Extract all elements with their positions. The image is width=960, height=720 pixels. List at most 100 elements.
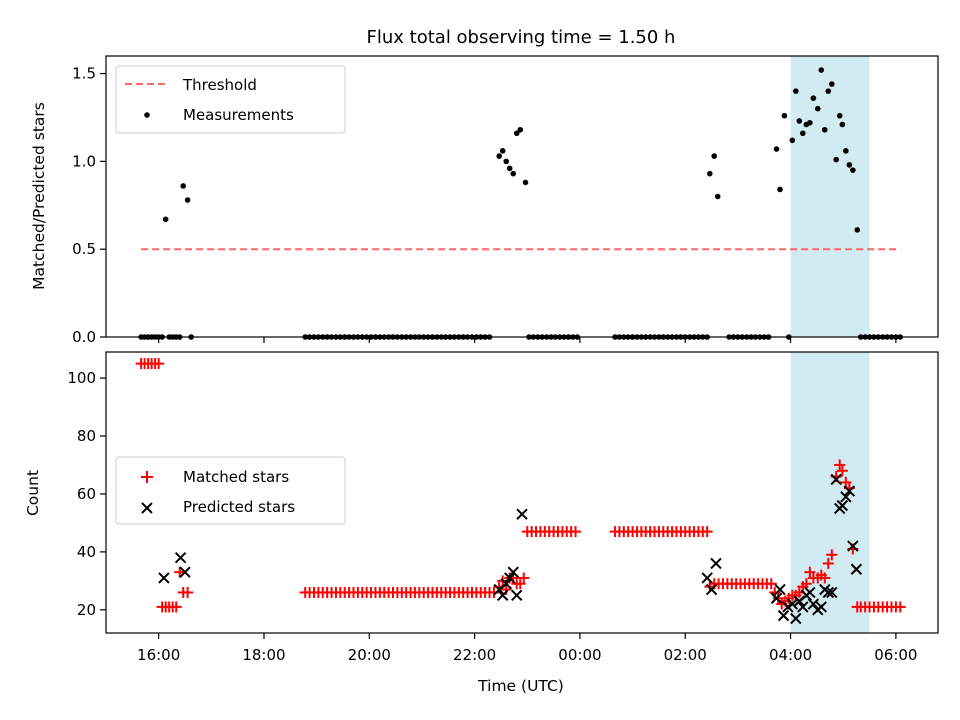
matched-star-point	[800, 578, 812, 590]
top-y-axis-label: Matched/Predicted stars	[30, 102, 48, 290]
matched-star-point	[765, 578, 777, 590]
matched-star-point	[804, 566, 816, 578]
top-highlight-band	[790, 56, 870, 337]
predicted-star-point	[705, 583, 718, 596]
matched-star-point	[772, 592, 784, 604]
measurement-point	[825, 88, 832, 94]
predicted-star-point	[850, 563, 863, 575]
x-tick-label: 22:00	[453, 646, 496, 664]
measurement-point	[162, 216, 169, 223]
predicted-star-point	[836, 499, 849, 512]
measurement-point	[810, 95, 817, 101]
measurement-point	[184, 197, 191, 203]
bottom-y-tick-label: 40	[77, 543, 96, 561]
measurement-point	[850, 167, 856, 173]
predicted-star-point	[710, 557, 722, 570]
chart-title: Flux total observing time = 1.50 h	[367, 27, 676, 48]
bottom-y-tick-label: 100	[67, 369, 96, 387]
predicted-star-point	[496, 589, 509, 602]
top-y-tick-label: 1.5	[72, 65, 96, 83]
measurement-point	[793, 88, 799, 94]
predicted-star-point	[516, 508, 528, 520]
measurement-point	[781, 112, 788, 119]
predicted-star-point	[511, 589, 523, 602]
matched-star-point	[826, 549, 838, 561]
predicted-star-point	[790, 612, 802, 625]
predicted-star-point	[774, 583, 786, 596]
bottom-panel: 20 40 60 80 100 16:00 18:00 20:00 22:00 00:00 02:…	[24, 351, 939, 695]
bottom-legend: Matched stars Predicted stars	[115, 456, 346, 525]
measurement-point	[714, 193, 721, 200]
predicted-star-point	[822, 586, 835, 599]
measurement-point	[818, 67, 825, 73]
measurement-point	[807, 119, 813, 126]
measurement-point	[833, 156, 839, 163]
x-tick-label: 02:00	[664, 646, 707, 664]
matched-star-point	[840, 476, 852, 488]
measurement-point	[522, 179, 529, 186]
predicted-star-point	[797, 601, 809, 613]
matched-star-point	[182, 586, 194, 598]
predicted-star-point	[830, 473, 842, 486]
matched-star-point	[153, 358, 165, 370]
top-plot-marks	[138, 67, 904, 340]
predicted-star-point	[174, 551, 187, 564]
measurement-point	[506, 165, 513, 172]
top-axes-frame	[105, 55, 939, 338]
x-tick-label: 06:00	[874, 646, 917, 664]
measurement-point	[839, 121, 846, 128]
predicted-star-point	[840, 491, 852, 503]
measurement-point	[496, 153, 502, 159]
top-y-ticks: 0.0 0.5 1.0 1.5	[72, 65, 106, 346]
bottom-axes-frame	[105, 351, 939, 634]
measurement-point	[854, 227, 861, 233]
predicted-star-point	[777, 609, 790, 622]
measurement-point	[711, 153, 718, 159]
measurement-point	[503, 158, 510, 165]
measurement-point	[513, 130, 520, 137]
predicted-star-point	[826, 586, 838, 599]
bottom-x-ticks: 16:00 18:00 20:00 22:00 00:00 02:00 04:00 06:00	[137, 633, 917, 664]
top-legend-box	[115, 65, 346, 134]
x-tick-label: 00:00	[558, 646, 601, 664]
predicted-star-point	[815, 601, 827, 613]
measurement-point	[814, 105, 821, 112]
x-tick-label: 16:00	[137, 646, 180, 664]
measurement-point	[800, 130, 806, 137]
predicted-star-point	[847, 540, 859, 552]
predicted-star-point	[701, 572, 713, 584]
matched-star-point	[518, 572, 530, 584]
x-axis-label: Time (UTC)	[477, 677, 564, 695]
bottom-plot-marks	[135, 358, 906, 625]
measurement-point	[777, 186, 783, 193]
bottom-y-tick-label: 20	[77, 601, 96, 619]
measurement-point	[180, 183, 187, 189]
legend-predicted-label: Predicted stars	[183, 498, 295, 516]
top-legend: Threshold Measurements	[115, 65, 346, 134]
legend-matched-label: Matched stars	[183, 468, 289, 486]
matched-star-point	[819, 572, 831, 584]
matched-star-point	[701, 526, 713, 538]
measurement-point	[517, 126, 524, 133]
measurement-point	[796, 118, 803, 124]
legend-matched-swatch	[141, 471, 153, 483]
x-tick-label: 04:00	[769, 646, 812, 664]
matched-star-point	[514, 578, 526, 590]
matched-star-point	[836, 465, 848, 477]
bottom-y-ticks: 20 40 60 80 100	[67, 369, 106, 619]
predicted-star-point	[504, 572, 516, 584]
bottom-y-tick-label: 80	[77, 427, 96, 445]
measurement-point	[843, 148, 849, 154]
predicted-star-point	[500, 578, 512, 590]
matched-star-point	[170, 601, 182, 613]
top-y-tick-label: 0.0	[72, 328, 96, 346]
legend-threshold-label: Threshold	[182, 76, 257, 94]
matched-star-point	[174, 566, 186, 578]
predicted-star-point	[804, 586, 816, 599]
legend-measurements-swatch	[144, 112, 150, 118]
measurement-point	[707, 170, 713, 177]
legend-measurements-label: Measurements	[183, 106, 294, 124]
measurement-point	[821, 126, 828, 133]
measurement-point	[510, 170, 517, 177]
